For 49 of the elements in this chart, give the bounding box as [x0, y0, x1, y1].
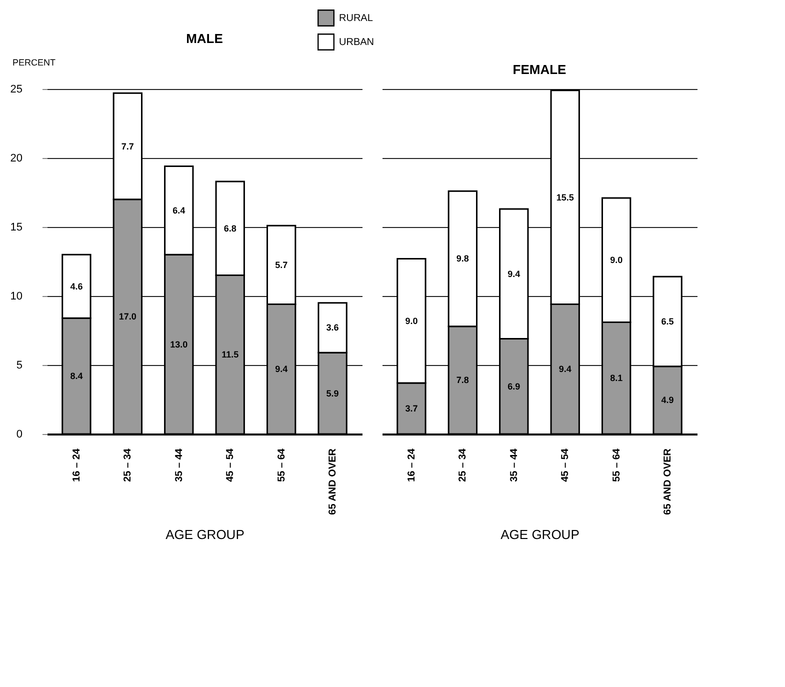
y-tick-label: 5: [16, 360, 22, 372]
data-label: 9.4: [558, 364, 572, 374]
data-label: 3.6: [326, 322, 339, 333]
x-tick-label: 65 AND OVER: [662, 448, 674, 515]
y-tick-label: 20: [10, 152, 22, 164]
y-axis-title: PERCENT: [12, 58, 56, 68]
data-label: 3.7: [405, 403, 418, 414]
data-label: 8.4: [70, 371, 83, 382]
y-tick-label: 10: [10, 290, 22, 302]
x-tick-label: 35 – 44: [174, 448, 185, 482]
data-label: 7.7: [121, 141, 134, 152]
chart-title: FEMALE: [512, 62, 567, 77]
data-label: 7.8: [456, 375, 469, 386]
x-tick-label: 25 – 34: [122, 448, 134, 482]
x-tick-label: 45 – 54: [560, 448, 572, 482]
x-axis-title: AGE GROUP: [166, 527, 244, 542]
x-tick-label: 35 – 44: [508, 448, 520, 482]
x-tick-label: 16 – 24: [406, 448, 418, 482]
x-axis-title: AGE GROUP: [500, 527, 580, 542]
data-label: 8.1: [610, 373, 623, 384]
y-tick-label: 0: [16, 428, 22, 440]
data-label: 9.8: [456, 254, 469, 264]
x-tick-label: 65 AND OVER: [328, 448, 339, 515]
data-label: 6.9: [508, 381, 520, 392]
data-label: 11.5: [222, 350, 239, 360]
y-tick-label: 25: [10, 84, 22, 96]
data-label: 15.5: [556, 192, 574, 202]
y-tick-label: 15: [10, 222, 22, 234]
data-label: 13.0: [170, 339, 188, 350]
data-label: 6.8: [224, 223, 236, 234]
data-label: 9.4: [275, 364, 288, 374]
x-tick-label: 55 – 64: [611, 448, 622, 482]
legend-label: URBAN: [339, 37, 374, 48]
legend-label: RURAL: [339, 13, 374, 24]
data-label: 6.4: [172, 205, 186, 216]
data-label: 4.6: [70, 281, 83, 292]
chart-title: MALE: [186, 31, 224, 46]
data-label: 17.0: [118, 312, 136, 322]
x-tick-label: 45 – 54: [225, 448, 236, 482]
x-tick-label: 16 – 24: [71, 448, 82, 482]
data-label: 5.9: [326, 388, 339, 398]
x-tick-label: 55 – 64: [276, 448, 288, 482]
x-tick-label: 25 – 34: [458, 448, 469, 482]
data-label: 4.9: [661, 395, 674, 406]
data-label: 6.5: [661, 316, 674, 327]
data-label: 9.0: [610, 255, 623, 266]
data-label: 9.4: [508, 268, 520, 279]
data-label: 5.7: [275, 260, 288, 270]
data-label: 9.0: [405, 316, 418, 326]
